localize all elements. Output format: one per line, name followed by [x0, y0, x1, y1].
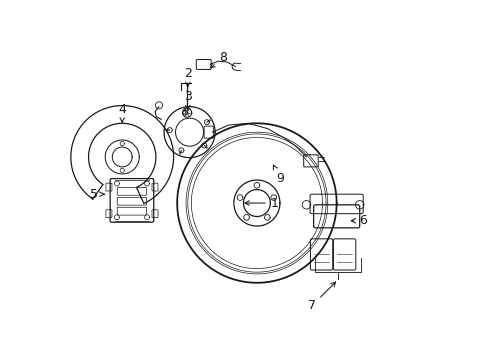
Text: 5: 5 — [90, 188, 104, 201]
Text: 9: 9 — [273, 165, 284, 185]
Text: 8: 8 — [210, 51, 227, 68]
Text: 4: 4 — [118, 103, 126, 122]
Text: 6: 6 — [350, 214, 366, 227]
Text: 3: 3 — [183, 90, 191, 110]
Text: 2: 2 — [183, 67, 191, 87]
Text: 7: 7 — [307, 282, 335, 312]
Text: 1: 1 — [244, 197, 278, 210]
